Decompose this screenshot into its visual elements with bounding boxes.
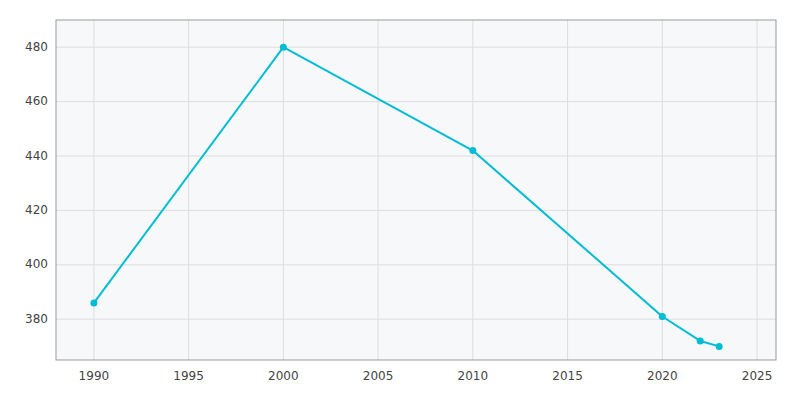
point xyxy=(280,44,287,51)
tick-labels: 380 400 420 440 460 480 1990 1995 2000 2005 2010 20… xyxy=(25,40,772,383)
x-grid-line xyxy=(283,20,284,360)
y-grid-line xyxy=(56,264,776,265)
x-grid-line xyxy=(188,20,189,360)
x-grid-line xyxy=(93,20,94,360)
x-tick-label: 2010 xyxy=(458,369,489,383)
y-tick-label: 480 xyxy=(25,40,48,54)
y-tick-label: 380 xyxy=(25,312,48,326)
point xyxy=(697,337,704,344)
plot-background xyxy=(56,20,776,360)
chart: 380 400 420 440 460 480 1990 1995 2000 2005 2010 20… xyxy=(0,0,800,400)
x-tick-label: 2025 xyxy=(742,369,773,383)
x-grid-line xyxy=(378,20,379,360)
x-grid-line xyxy=(472,20,473,360)
grid xyxy=(56,20,776,360)
x-grid-line xyxy=(567,20,568,360)
x-tick-label: 1995 xyxy=(173,369,204,383)
point xyxy=(90,299,97,306)
x-grid-line xyxy=(662,20,663,360)
y-tick-label: 440 xyxy=(25,149,48,163)
y-grid-line xyxy=(56,47,776,48)
y-grid-line xyxy=(56,156,776,157)
point xyxy=(659,313,666,320)
y-tick-label: 400 xyxy=(25,257,48,271)
x-tick-label: 2020 xyxy=(647,369,678,383)
x-tick-label: 2015 xyxy=(552,369,583,383)
y-grid-line xyxy=(56,210,776,211)
x-grid-line xyxy=(757,20,758,360)
x-tick-label: 2000 xyxy=(268,369,299,383)
point xyxy=(716,343,723,350)
page: {"chart_data": {"type": "line", "x": [19… xyxy=(0,0,800,400)
line xyxy=(94,47,719,346)
y-tick-label: 460 xyxy=(25,94,48,108)
x-tick-label: 2005 xyxy=(363,369,394,383)
x-tick-label: 1990 xyxy=(79,369,110,383)
y-tick-label: 420 xyxy=(25,203,48,217)
data xyxy=(90,44,722,350)
point xyxy=(469,147,476,154)
plot-frame xyxy=(56,20,776,360)
y-grid-line xyxy=(56,101,776,102)
